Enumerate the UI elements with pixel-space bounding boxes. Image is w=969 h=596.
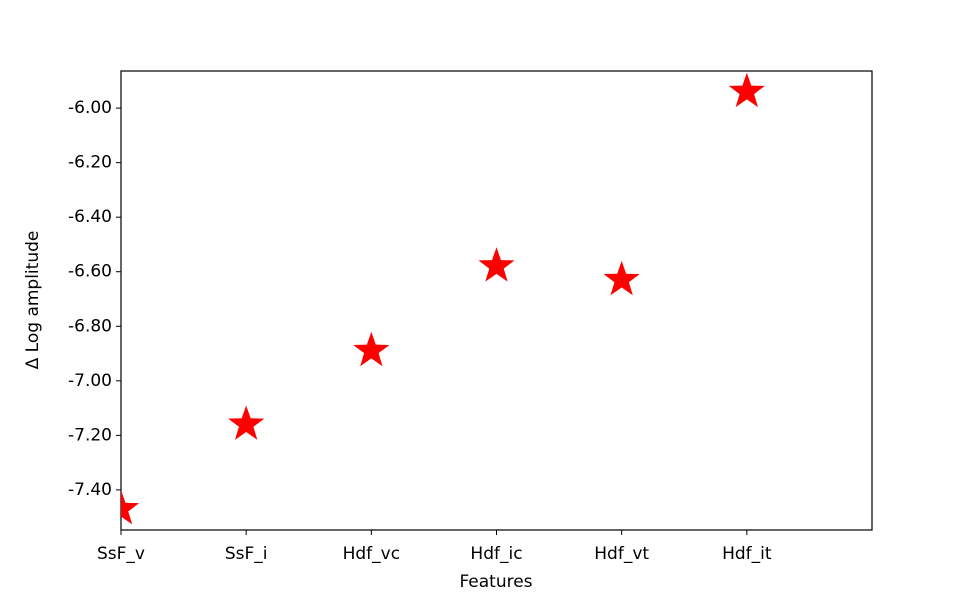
star-marker [353, 331, 390, 367]
y-tick-label: -6.40 [68, 207, 112, 227]
y-tick-label: -6.80 [68, 316, 112, 336]
x-tick-label: SsF_v [97, 544, 145, 564]
plot-frame [120, 70, 873, 531]
y-tick-label: -7.20 [68, 425, 112, 445]
x-tick-label: SsF_i [225, 544, 268, 564]
y-tick-label: -6.60 [68, 262, 112, 282]
star-marker [728, 72, 765, 108]
star-marker [228, 405, 265, 440]
y-tick-label: -6.20 [68, 153, 112, 173]
star-marker [603, 260, 640, 296]
plot-area [121, 72, 765, 525]
star-marker [478, 247, 515, 282]
star-marker [121, 490, 140, 525]
x-tick-label: Hdf_vc [343, 544, 400, 564]
x-axis-label: Features [459, 572, 532, 592]
y-axis-label: Δ Log amplitude [23, 231, 43, 370]
x-tick-label: Hdf_it [722, 544, 772, 564]
y-tick-label: -7.00 [68, 371, 112, 391]
x-tick-label: Hdf_ic [470, 544, 522, 564]
x-tick-label: Hdf_vt [594, 544, 649, 564]
y-tick-label: -7.40 [68, 480, 112, 500]
y-tick-label: -6.00 [68, 98, 112, 118]
